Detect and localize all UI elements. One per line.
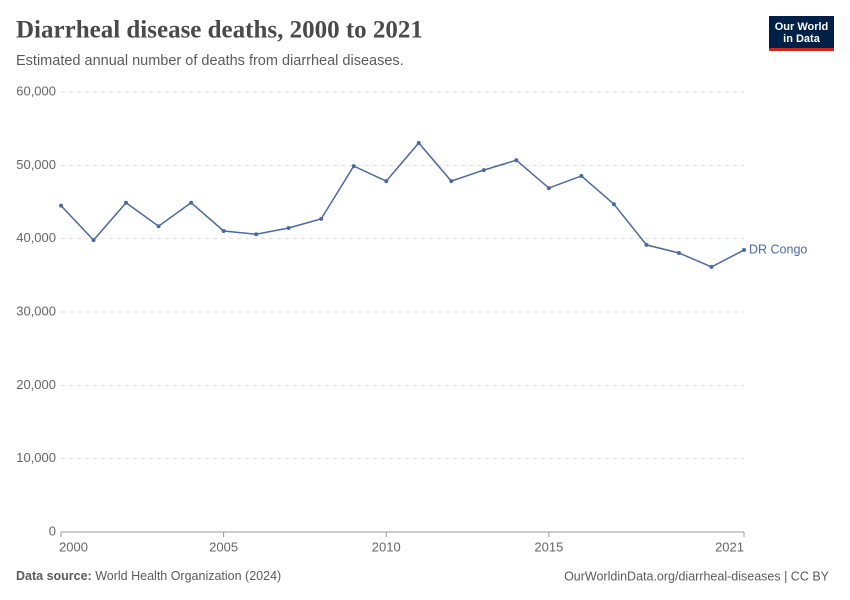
logo-box bbox=[769, 16, 834, 50]
y-tick-label: 40,000 bbox=[16, 230, 56, 245]
data-point bbox=[709, 264, 714, 269]
logo-text: Our World bbox=[775, 21, 829, 33]
data-point bbox=[449, 179, 454, 184]
data-point bbox=[481, 168, 486, 173]
data-point bbox=[189, 200, 194, 205]
data-point bbox=[286, 226, 291, 231]
data-point bbox=[254, 232, 259, 237]
chart-subtitle: Estimated annual number of deaths from d… bbox=[16, 53, 404, 69]
data-point bbox=[676, 250, 681, 255]
series-label: DR Congo bbox=[749, 242, 807, 256]
y-tick-label: 10,000 bbox=[16, 450, 56, 465]
x-tick-label: 2005 bbox=[209, 539, 238, 554]
data-point bbox=[91, 238, 96, 243]
data-point bbox=[351, 164, 356, 169]
data-point bbox=[156, 224, 161, 229]
data-point bbox=[416, 140, 421, 145]
data-point bbox=[742, 248, 746, 253]
data-point bbox=[514, 158, 519, 163]
data-point bbox=[221, 228, 226, 233]
source-label: Data source: bbox=[16, 569, 92, 583]
y-tick-label: 30,000 bbox=[16, 303, 56, 318]
x-tick-label: 2021 bbox=[715, 539, 744, 554]
series-line bbox=[60, 141, 745, 268]
logo[interactable]: Our World in Data bbox=[769, 16, 834, 51]
y-tick-label: 20,000 bbox=[16, 377, 56, 392]
data-point bbox=[319, 216, 324, 221]
y-tick-label: 0 bbox=[49, 523, 56, 538]
x-tick-label: 2000 bbox=[59, 539, 88, 554]
y-tick-label: 60,000 bbox=[16, 83, 56, 98]
data-point bbox=[124, 200, 129, 205]
data-point bbox=[644, 242, 649, 247]
x-tick-label: 2010 bbox=[372, 539, 401, 554]
chart-title: Diarrheal disease deaths, 2000 to 2021 bbox=[16, 17, 423, 44]
data-point bbox=[579, 173, 584, 178]
data-point bbox=[59, 203, 63, 208]
url[interactable]: OurWorldinData.org/diarrheal-diseases | … bbox=[564, 569, 830, 583]
y-tick-label: 50,000 bbox=[16, 157, 56, 172]
source: Data source: World Health Organization (… bbox=[16, 569, 281, 583]
data-point bbox=[384, 179, 389, 184]
logo-text: in Data bbox=[783, 33, 821, 45]
x-tick-label: 2015 bbox=[534, 539, 563, 554]
logo-stripe bbox=[769, 48, 834, 51]
source-text: World Health Organization (2024) bbox=[95, 569, 281, 583]
data-point bbox=[611, 202, 616, 207]
data-point bbox=[546, 186, 551, 191]
